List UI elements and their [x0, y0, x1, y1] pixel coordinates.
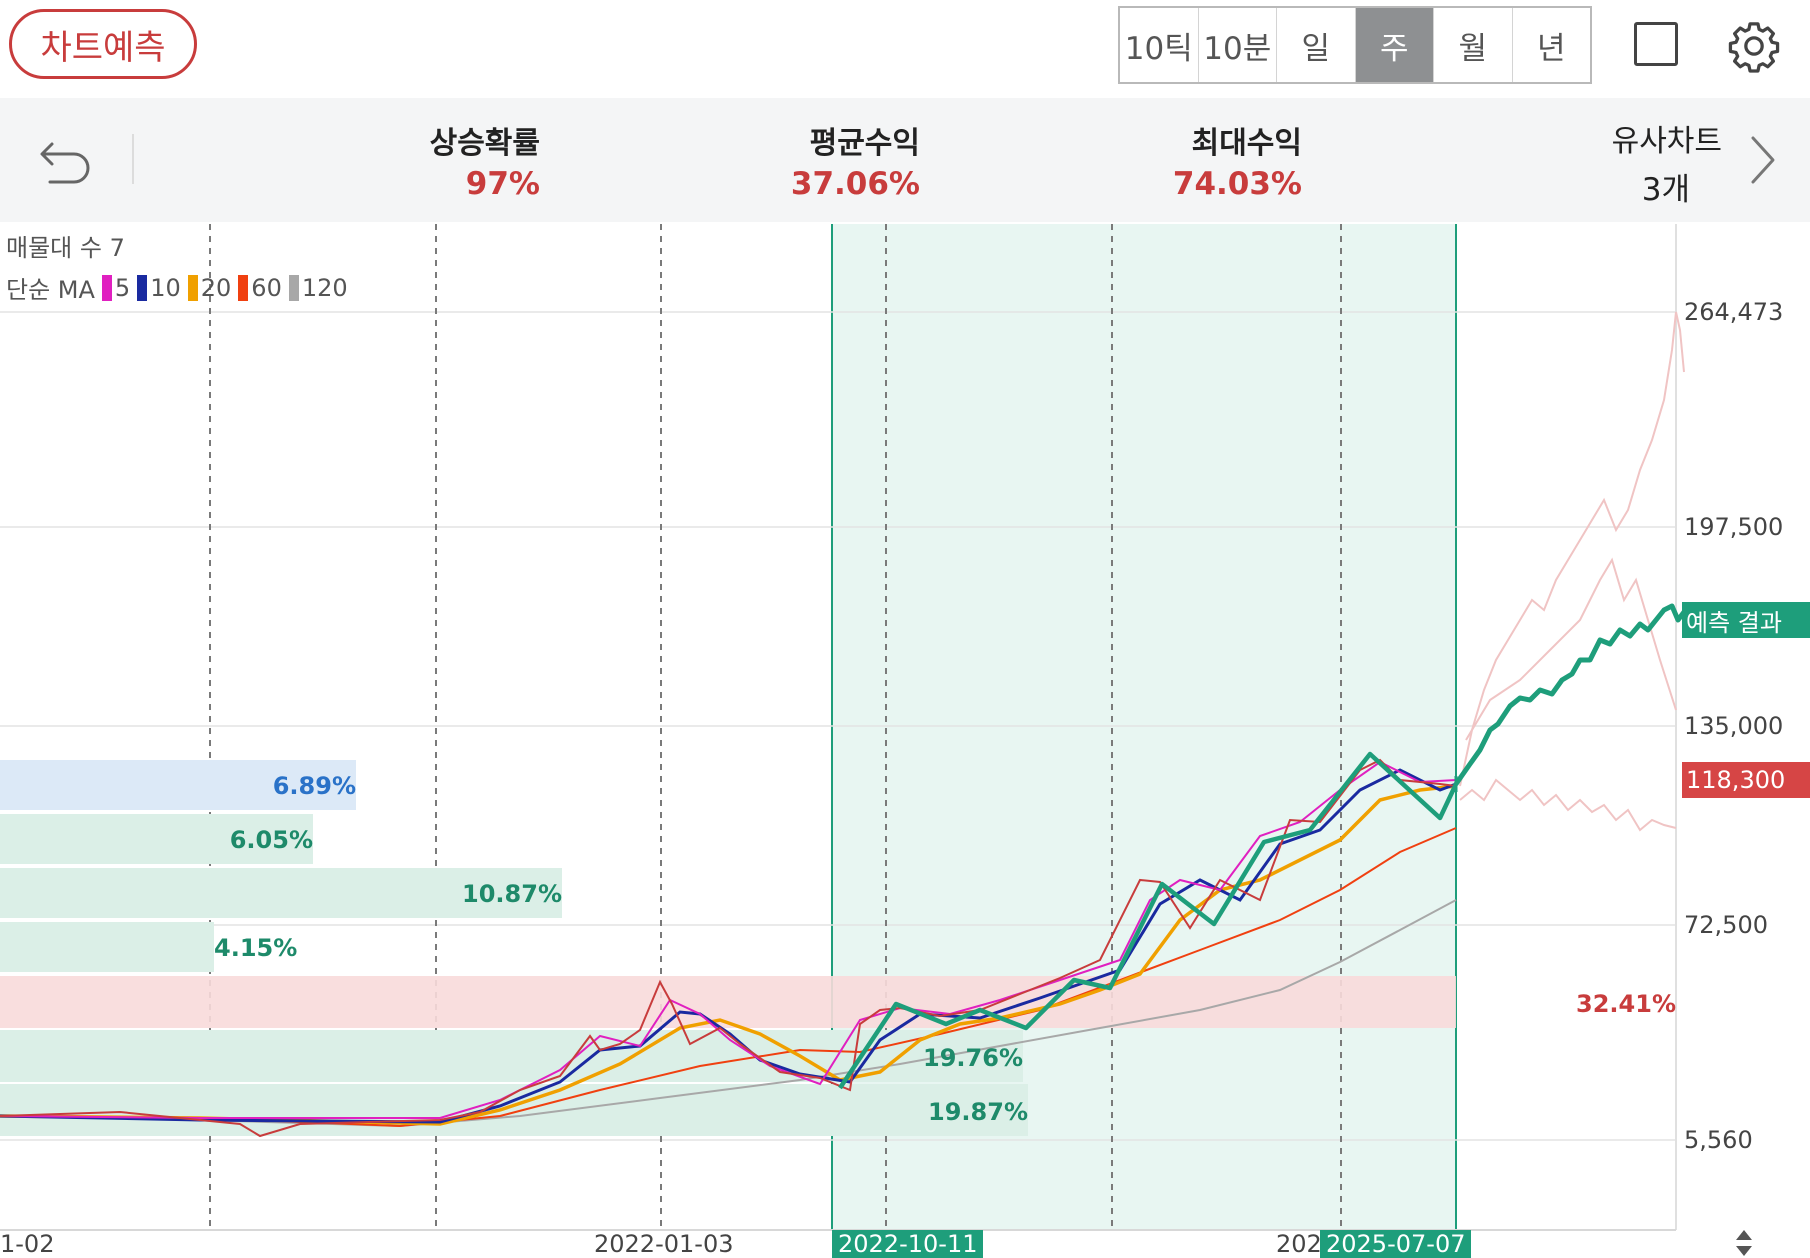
chart-predict-button[interactable]: 차트예측 [9, 9, 197, 79]
ma-60-label: 60 [251, 273, 282, 302]
chevron-right-icon[interactable] [1748, 132, 1778, 188]
similar-charts-count[interactable]: 3개 [1641, 172, 1690, 208]
period-tab-month[interactable]: 월 [1434, 8, 1513, 82]
ma-legend: 단순 MA 5 10 20 60 120 [6, 270, 348, 305]
period-tab-week[interactable]: 주 [1355, 8, 1434, 82]
rise-probability-value: 97% [465, 166, 540, 202]
similar-chart-line-lower [1459, 778, 1677, 832]
volume-bar-label-4: 4.15% [214, 934, 298, 962]
period-tab-10min[interactable]: 10분 [1199, 8, 1277, 82]
volume-bar-3 [0, 868, 562, 918]
y-tick-5: 5,560 [1684, 1126, 1753, 1154]
period-tab-10tick[interactable]: 10틱 [1120, 8, 1199, 82]
prediction-result-line [1453, 603, 1686, 786]
ma-10-line [0, 768, 1457, 1124]
period-tab-year[interactable]: 년 [1536, 30, 1566, 67]
period-tab-day[interactable]: 일 [1277, 8, 1356, 82]
avg-return-label: 평균수익 [809, 126, 920, 161]
ma-10-swatch [137, 274, 148, 301]
fullscreen-square-icon[interactable] [1634, 22, 1678, 66]
ma-20-line [0, 784, 1457, 1126]
y-tick-2: 197,500 [1684, 513, 1784, 541]
horizontal-gridlines [0, 311, 1676, 1141]
similar-chart-line-upper [1459, 311, 1685, 787]
volume-bar-5 [0, 976, 1456, 1028]
volume-bar-1 [0, 760, 356, 810]
prediction-stats-bar [0, 98, 1810, 223]
price-candle-line [0, 758, 1457, 1138]
volume-bar-label-1: 6.89% [272, 772, 356, 800]
current-price-tag: 118,300 [1682, 762, 1810, 798]
ma-10-label: 10 [150, 273, 181, 302]
x-label-1: 1-02 [0, 1230, 55, 1258]
volume-bar-4 [0, 922, 214, 972]
ma-120-label: 120 [301, 273, 348, 302]
highlight-start-date-tag[interactable]: 2022-10-11 [832, 1230, 984, 1258]
ma-5-swatch [101, 274, 112, 301]
y-tick-1: 264,473 [1684, 298, 1784, 326]
volume-profile-bars [0, 760, 1456, 1136]
prediction-result-tag: 예측 결과 [1682, 602, 1810, 638]
ma-type-label: 단순 MA [6, 276, 95, 304]
pattern-zigzag-line [838, 751, 1459, 1090]
gear-icon[interactable] [1726, 18, 1782, 74]
volume-bar-label-3: 10.87% [462, 880, 562, 908]
max-return-value: 74.03% [1172, 166, 1302, 202]
volume-bar-label-2: 6.05% [229, 826, 313, 854]
avg-return-value: 37.06% [790, 166, 920, 202]
ma-20-label: 20 [200, 273, 232, 302]
volume-profile-legend: 매물대 수 7 [6, 234, 125, 262]
x-label-3: 202 [1276, 1230, 1322, 1258]
similar-charts-label[interactable]: 유사차트 [1611, 124, 1722, 159]
y-tick-4: 72,500 [1684, 911, 1768, 939]
highlight-end-date-tag[interactable]: 2025-07-07 [1320, 1230, 1472, 1258]
undo-back-icon[interactable] [36, 130, 96, 186]
ma-5-label: 5 [114, 273, 131, 302]
ma-120-swatch [288, 274, 299, 301]
volume-bar-label-7: 19.87% [928, 1098, 1028, 1126]
ma-60-swatch [238, 274, 249, 301]
stats-divider [132, 134, 134, 184]
volume-bar-label-5: 32.41% [1576, 990, 1676, 1018]
scroll-updown-icon[interactable] [1732, 1226, 1756, 1258]
period-selector: 10틱 10분 일 주 월 년 [1118, 6, 1592, 84]
ma-20-swatch [187, 274, 198, 301]
volume-bar-2 [0, 814, 313, 864]
rise-probability-label: 상승확률 [429, 126, 540, 161]
y-tick-3: 135,000 [1684, 712, 1784, 740]
max-return-label: 최대수익 [1191, 126, 1302, 161]
x-label-2: 2022-01-03 [594, 1230, 734, 1258]
price-chart[interactable] [0, 222, 1810, 1258]
volume-bar-label-6: 19.76% [923, 1044, 1023, 1072]
